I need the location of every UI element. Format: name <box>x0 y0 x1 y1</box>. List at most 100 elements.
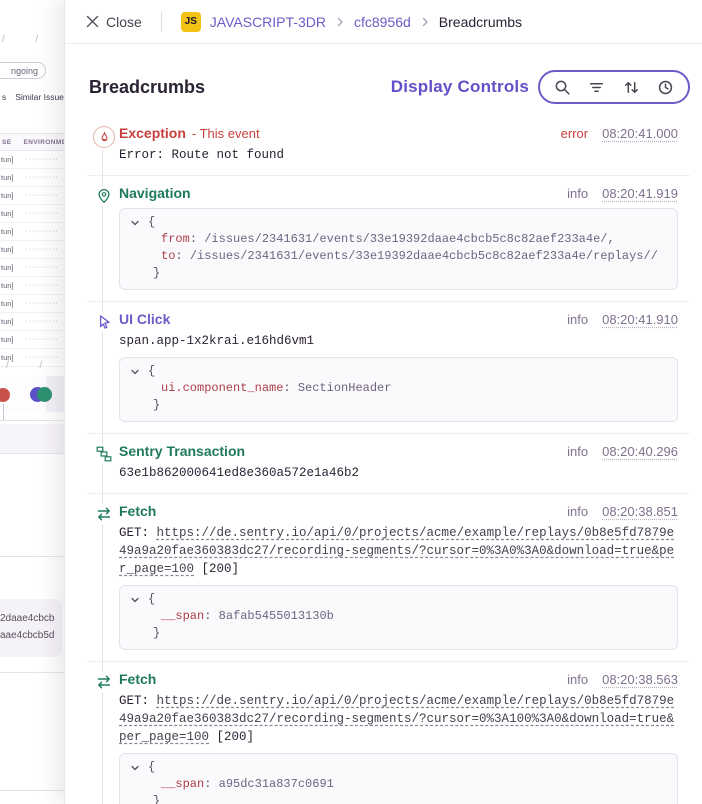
breadcrumb-current: Breadcrumbs <box>438 13 523 30</box>
table-row: tun]··········[ <box>0 187 70 205</box>
http-method: GET: <box>119 526 157 540</box>
table-row: tun]··········[ <box>0 295 70 313</box>
timestamp: 08:20:38.563 <box>602 672 678 687</box>
breadcrumb-event-link[interactable]: cfc8956d <box>353 13 411 30</box>
exception-message: Error: Route not found <box>119 148 285 162</box>
table-header: SE ENVIRONMENT U <box>0 133 93 151</box>
table-row: tun]··········[ <box>0 205 70 223</box>
divider <box>0 420 64 421</box>
transaction-id: 63e1b862000641ed8e360a572e1a46b2 <box>119 466 360 480</box>
span-tree-icon <box>96 444 112 464</box>
table-row: tun]··········[ <box>0 313 70 331</box>
json-code-block: { ui.component_name: SectionHeader } <box>119 357 678 422</box>
breadcrumb-item-fetch: Fetch info 08:20:38.563 GET: https://de.… <box>65 662 690 804</box>
timestamp: 08:20:41.000 <box>602 126 678 141</box>
breadcrumb-item-ui-click: UI Click info 08:20:41.910 span.app-1x2k… <box>65 302 690 433</box>
javascript-platform-icon: JS <box>180 11 201 32</box>
timeline-error-dot <box>0 388 10 402</box>
drawer-content: Breadcrumbs Display Controls <box>65 44 702 804</box>
breadcrumb-title: Fetch <box>119 671 157 687</box>
breadcrumb-title: Exception <box>119 125 186 141</box>
url-fragment-box: 2daae4cbcb aae4cbcb5d <box>0 599 62 657</box>
json-code-block: { __span: 8afab5455013130b } <box>119 585 678 650</box>
level-badge: error <box>560 126 589 141</box>
drawer-topbar: Close JS JAVASCRIPT-3DR cfc8956d Breadcr… <box>65 0 702 44</box>
click-target-selector: span.app-1x2krai.e16hd6vm1 <box>119 334 315 348</box>
table-row: tun]··········[ <box>0 223 70 241</box>
table-row: tun]··········[ <box>0 259 70 277</box>
request-url-link[interactable]: https://de.sentry.io/api/0/projects/acme… <box>119 526 675 576</box>
breadcrumb-title: Navigation <box>119 185 191 201</box>
search-button[interactable] <box>554 79 571 96</box>
level-badge: info <box>567 672 589 687</box>
timestamp: 08:20:40.296 <box>602 444 678 459</box>
chart-hatch: / / / / <box>2 34 120 45</box>
divider <box>87 433 690 434</box>
filter-button[interactable] <box>588 79 605 96</box>
table-row: tun]··········[ <box>0 151 70 169</box>
json-code-block: { from: /issues/2341631/events/33e19392d… <box>119 208 678 290</box>
timestamp: 08:20:38.851 <box>602 504 678 519</box>
timestamp: 08:20:41.919 <box>602 186 678 201</box>
close-label: Close <box>106 13 142 30</box>
collapse-toggle[interactable] <box>130 594 140 642</box>
breadcrumb-title: Sentry Transaction <box>119 443 246 459</box>
request-url-link[interactable]: https://de.sentry.io/api/0/projects/acme… <box>119 694 675 744</box>
chevron-down-icon <box>131 369 139 375</box>
timeline-cursor <box>3 404 4 420</box>
table-row: tun]··········[ <box>0 331 70 349</box>
chevron-down-icon <box>131 765 139 771</box>
divider <box>0 790 64 791</box>
tab-similar-issues[interactable]: Similar Issues <box>15 92 64 102</box>
filter-icon <box>590 82 604 92</box>
timeline-line <box>102 130 103 804</box>
json-code-block: { __span: a95dc31a837c0691 } <box>119 753 678 804</box>
chevron-down-icon <box>131 597 139 603</box>
divider <box>0 556 64 557</box>
divider <box>87 301 690 302</box>
table-row: tun]··········[ <box>0 169 70 187</box>
chevron-right-icon <box>334 16 346 28</box>
breadcrumb-title: Fetch <box>119 503 157 519</box>
drawer-header: Breadcrumbs Display Controls <box>89 70 690 104</box>
breadcrumb-title: UI Click <box>119 311 171 327</box>
table-row: tun]··········[ <box>0 241 70 259</box>
divider <box>87 661 690 662</box>
status-code: [200] <box>194 562 240 576</box>
sort-icon <box>624 81 638 93</box>
chart-hatch: / / / / <box>6 360 109 371</box>
level-badge: info <box>567 312 589 327</box>
collapse-toggle[interactable] <box>130 762 140 804</box>
fetch-request: GET: https://de.sentry.io/api/0/projects… <box>119 692 678 746</box>
swap-arrows-icon <box>96 504 112 524</box>
display-controls-annotation: Display Controls <box>390 77 529 96</box>
level-badge: info <box>567 186 589 201</box>
divider <box>87 175 690 176</box>
breadcrumb-project-link[interactable]: JAVASCRIPT-3DR <box>209 13 326 30</box>
breadcrumb-item-exception: Exception - This event error 08:20:41.00… <box>65 116 690 175</box>
collapse-toggle[interactable] <box>130 217 140 282</box>
table-row: tun]··········[ <box>0 277 70 295</box>
close-button[interactable]: Close <box>86 14 142 30</box>
exception-flame-icon <box>93 126 115 148</box>
swap-arrows-icon <box>96 672 112 692</box>
http-method: GET: <box>119 694 157 708</box>
timestamp-format-button[interactable] <box>657 79 674 96</box>
divider <box>87 493 690 494</box>
search-icon <box>555 80 570 95</box>
close-icon <box>86 15 99 28</box>
level-badge: info <box>567 444 589 459</box>
cursor-icon <box>96 312 112 332</box>
chevron-right-icon <box>419 16 431 28</box>
timeline-marker-dot <box>37 387 52 402</box>
page-title: Breadcrumbs <box>89 76 206 97</box>
this-event-suffix: - This event <box>191 126 260 141</box>
section-band <box>0 424 64 454</box>
sort-button[interactable] <box>623 79 640 96</box>
collapse-toggle[interactable] <box>130 366 140 414</box>
table-rows: tun]··········[ tun]··········[ tun]····… <box>0 151 70 367</box>
breadcrumbs-drawer: Close JS JAVASCRIPT-3DR cfc8956d Breadcr… <box>64 0 702 804</box>
divider <box>0 672 64 673</box>
level-badge: info <box>567 504 589 519</box>
breadcrumb-item-transaction: Sentry Transaction info 08:20:40.296 63e… <box>65 434 690 493</box>
